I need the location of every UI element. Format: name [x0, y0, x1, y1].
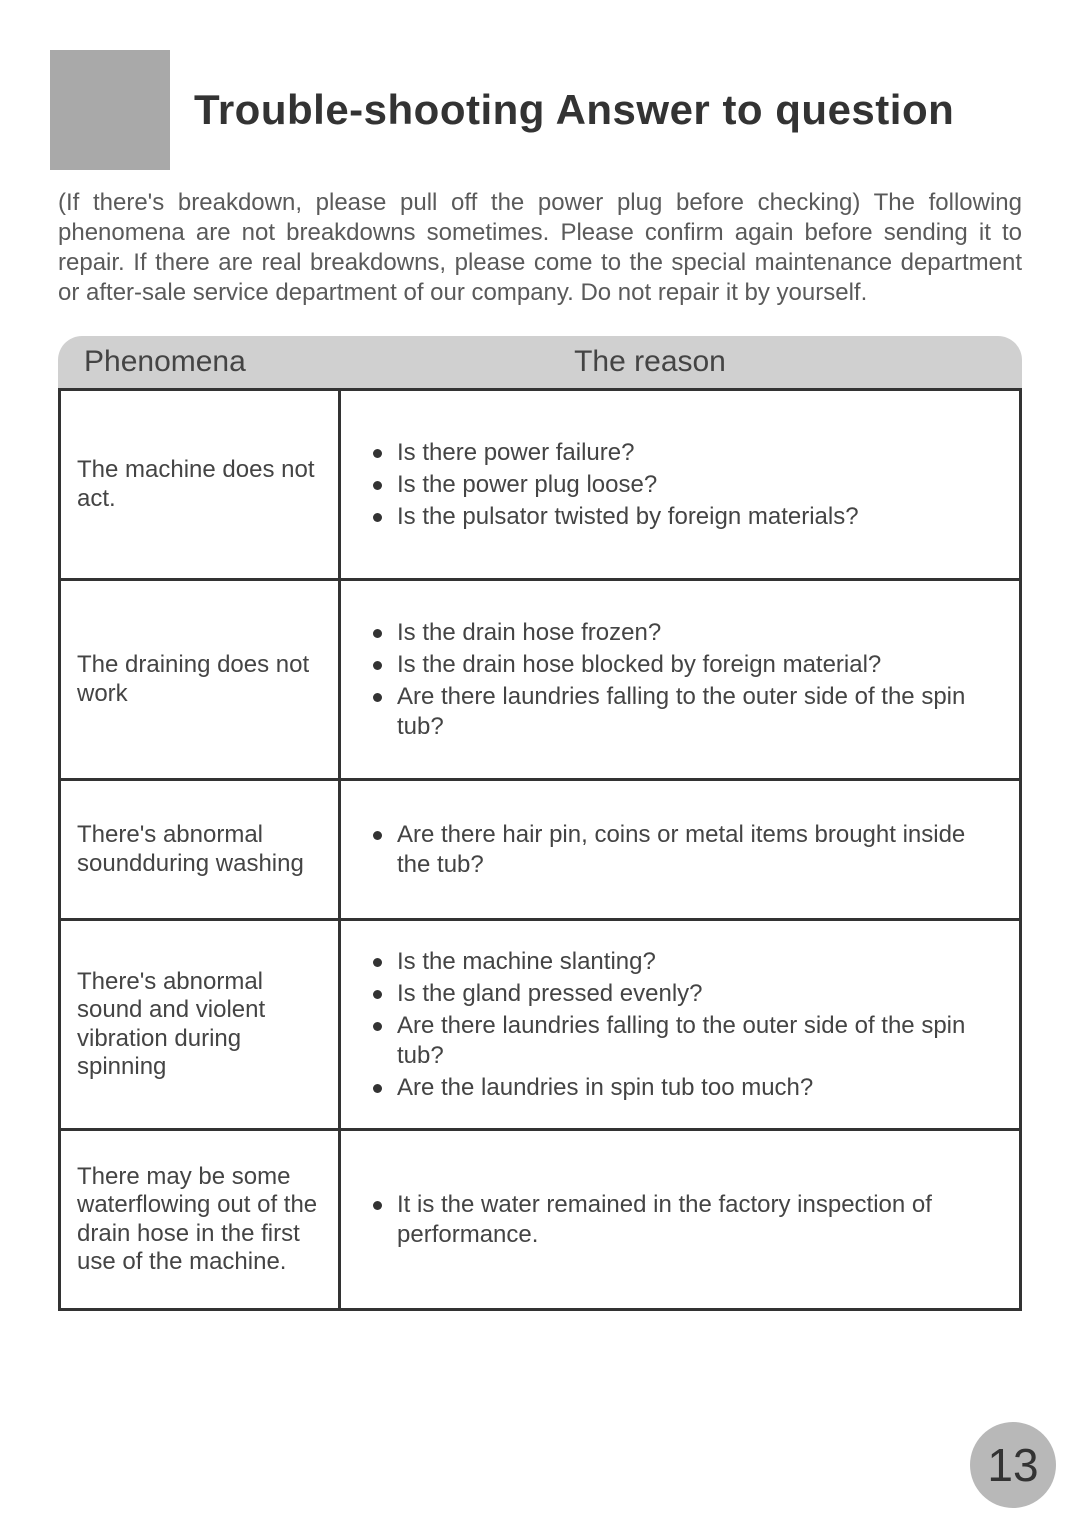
table-header: Phenomena The reason	[58, 336, 1022, 388]
reason-cell: Is the machine slanting? Is the gland pr…	[341, 921, 1019, 1128]
page-title: Trouble-shooting Answer to question	[194, 86, 954, 134]
table-body: The machine does not act. Is there power…	[58, 388, 1022, 1311]
troubleshoot-table: Phenomena The reason The machine does no…	[58, 336, 1022, 1311]
reason-list: Are there hair pin, coins or metal items…	[369, 818, 995, 882]
reason-item: Are the laundries in spin tub too much?	[369, 1073, 995, 1103]
reason-item: Is the machine slanting?	[369, 947, 995, 977]
reason-cell: Are there hair pin, coins or metal items…	[341, 781, 1019, 918]
phenomenon-cell: The machine does not act.	[61, 391, 341, 578]
reason-item: Is the pulsator twisted by foreign mater…	[369, 502, 859, 532]
table-row: There's abnormal sound and violent vibra…	[61, 918, 1019, 1128]
intro-paragraph: (If there's breakdown, please pull off t…	[58, 188, 1022, 308]
phenomenon-cell: The draining does not work	[61, 581, 341, 778]
reason-item: Is the gland pressed evenly?	[369, 979, 995, 1009]
reason-list: It is the water remained in the factory …	[369, 1188, 995, 1252]
reason-item: Is the drain hose blocked by foreign mat…	[369, 650, 995, 680]
reason-item: Is the drain hose frozen?	[369, 618, 995, 648]
reason-item: Are there laundries falling to the outer…	[369, 1011, 995, 1071]
table-header-phenomena: Phenomena	[58, 345, 338, 379]
table-row: The machine does not act. Is there power…	[61, 388, 1019, 578]
reason-list: Is the machine slanting? Is the gland pr…	[369, 945, 995, 1105]
reason-cell: Is the drain hose frozen? Is the drain h…	[341, 581, 1019, 778]
reason-item: Is there power failure?	[369, 438, 859, 468]
page-number: 13	[987, 1438, 1038, 1492]
table-row: There may be some waterflowing out of th…	[61, 1128, 1019, 1308]
phenomenon-cell: There may be some waterflowing out of th…	[61, 1131, 341, 1308]
page: Trouble-shooting Answer to question (If …	[0, 0, 1080, 1532]
reason-item: Is the power plug loose?	[369, 470, 859, 500]
reason-cell: Is there power failure? Is the power plu…	[341, 391, 1019, 578]
table-row: The draining does not work Is the drain …	[61, 578, 1019, 778]
reason-cell: It is the water remained in the factory …	[341, 1131, 1019, 1308]
table-header-reason: The reason	[338, 345, 1022, 379]
reason-item: Are there laundries falling to the outer…	[369, 682, 995, 742]
reason-list: Is there power failure? Is the power plu…	[369, 436, 859, 534]
header-row: Trouble-shooting Answer to question	[50, 50, 1030, 170]
reason-list: Is the drain hose frozen? Is the drain h…	[369, 616, 995, 744]
header-decor-block	[50, 50, 170, 170]
reason-item: It is the water remained in the factory …	[369, 1190, 995, 1250]
phenomenon-cell: There's abnormal soundduring washing	[61, 781, 341, 918]
phenomenon-cell: There's abnormal sound and violent vibra…	[61, 921, 341, 1128]
table-row: There's abnormal soundduring washing Are…	[61, 778, 1019, 918]
page-number-badge: 13	[970, 1422, 1056, 1508]
reason-item: Are there hair pin, coins or metal items…	[369, 820, 995, 880]
